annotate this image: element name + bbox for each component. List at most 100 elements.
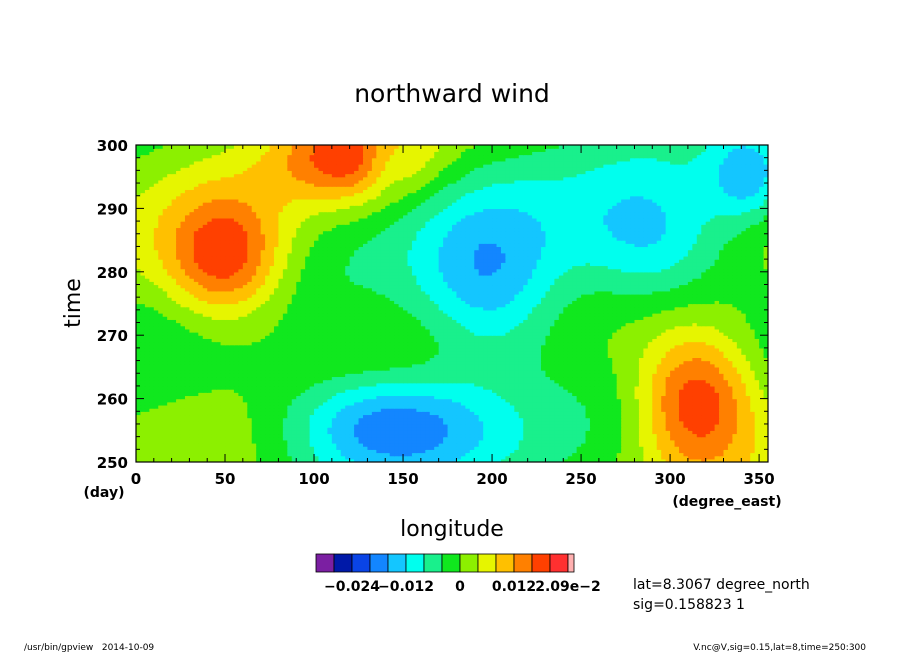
field-cell	[296, 442, 302, 447]
field-cell	[581, 433, 587, 438]
field-cell	[256, 382, 262, 387]
field-cell	[736, 398, 742, 403]
field-cell	[380, 411, 386, 416]
field-cell	[492, 449, 498, 454]
field-cell	[336, 404, 342, 409]
field-cell	[701, 417, 707, 422]
field-cell	[447, 436, 453, 441]
field-cell	[536, 420, 542, 425]
field-cell	[527, 382, 533, 387]
field-cell	[153, 401, 159, 406]
field-cell	[429, 455, 435, 460]
field-cell	[269, 376, 275, 381]
field-cell	[536, 439, 542, 444]
field-cell	[171, 370, 177, 374]
field-cell	[483, 430, 489, 435]
field-cell	[238, 458, 244, 462]
field-cell	[741, 401, 747, 406]
field-cell	[331, 414, 337, 419]
field-cell	[149, 363, 155, 368]
field-cell	[282, 363, 288, 368]
field-cell	[674, 420, 680, 425]
field-cell	[371, 392, 377, 397]
field-cell	[202, 360, 208, 365]
field-cell	[291, 411, 297, 416]
field-cell	[603, 401, 609, 406]
field-cell	[532, 430, 538, 435]
field-cell	[420, 427, 426, 431]
field-cell	[193, 379, 199, 384]
field-cell	[367, 389, 373, 393]
field-cell	[189, 408, 195, 412]
field-cell	[656, 455, 662, 460]
field-cell	[665, 414, 671, 419]
field-cell	[278, 433, 284, 438]
field-cell	[296, 439, 302, 444]
field-cell	[420, 376, 426, 381]
field-cell	[469, 414, 475, 419]
field-cell	[296, 389, 302, 393]
field-cell	[265, 398, 271, 403]
field-cell	[465, 458, 471, 462]
field-cell	[500, 351, 507, 355]
field-cell	[273, 354, 280, 358]
field-cell	[741, 351, 747, 355]
field-cell	[460, 354, 466, 358]
field-cell	[287, 354, 293, 358]
field-cell	[603, 389, 609, 393]
field-cell	[407, 446, 413, 450]
field-cell	[176, 436, 182, 441]
field-cell	[184, 423, 191, 428]
field-cell	[732, 379, 738, 384]
field-cell	[176, 395, 182, 400]
field-cell	[678, 430, 685, 435]
field-cell	[661, 366, 667, 371]
field-cell	[416, 404, 422, 409]
field-cell	[589, 452, 596, 457]
field-cell	[447, 414, 453, 419]
field-cell	[745, 360, 751, 365]
field-cell	[256, 392, 262, 397]
field-cell	[576, 433, 582, 438]
field-cell	[710, 357, 716, 362]
field-cell	[723, 385, 729, 390]
field-cell	[518, 351, 524, 355]
field-cell	[167, 458, 173, 462]
field-cell	[322, 439, 328, 444]
field-cell	[452, 404, 458, 409]
field-cell	[256, 420, 262, 425]
field-cell	[247, 404, 253, 409]
field-cell	[193, 449, 199, 454]
field-cell	[763, 414, 768, 419]
field-cell	[612, 436, 618, 441]
field-cell	[647, 363, 653, 368]
field-cell	[763, 398, 768, 403]
field-cell	[736, 430, 742, 435]
field-cell	[443, 414, 449, 419]
field-cell	[523, 446, 529, 450]
field-cell	[643, 404, 649, 409]
field-cell	[362, 373, 369, 378]
field-cell	[216, 351, 222, 355]
field-cell	[474, 351, 480, 355]
field-cell	[754, 357, 760, 362]
field-cell	[429, 370, 435, 374]
field-cell	[674, 446, 680, 450]
field-cell	[670, 389, 676, 393]
field-cell	[305, 449, 311, 454]
field-cell	[541, 442, 547, 447]
field-cell	[251, 458, 257, 462]
field-cell	[376, 408, 382, 412]
field-cell	[505, 351, 511, 355]
field-cell	[318, 423, 324, 428]
field-cell	[318, 439, 324, 444]
field-cell	[265, 449, 271, 454]
field-cell	[225, 436, 231, 441]
field-cell	[603, 351, 609, 355]
field-cell	[692, 395, 698, 400]
field-cell	[558, 404, 564, 409]
field-cell	[687, 430, 693, 435]
field-cell	[211, 382, 217, 387]
field-cell	[549, 411, 555, 416]
field-cell	[331, 373, 337, 378]
